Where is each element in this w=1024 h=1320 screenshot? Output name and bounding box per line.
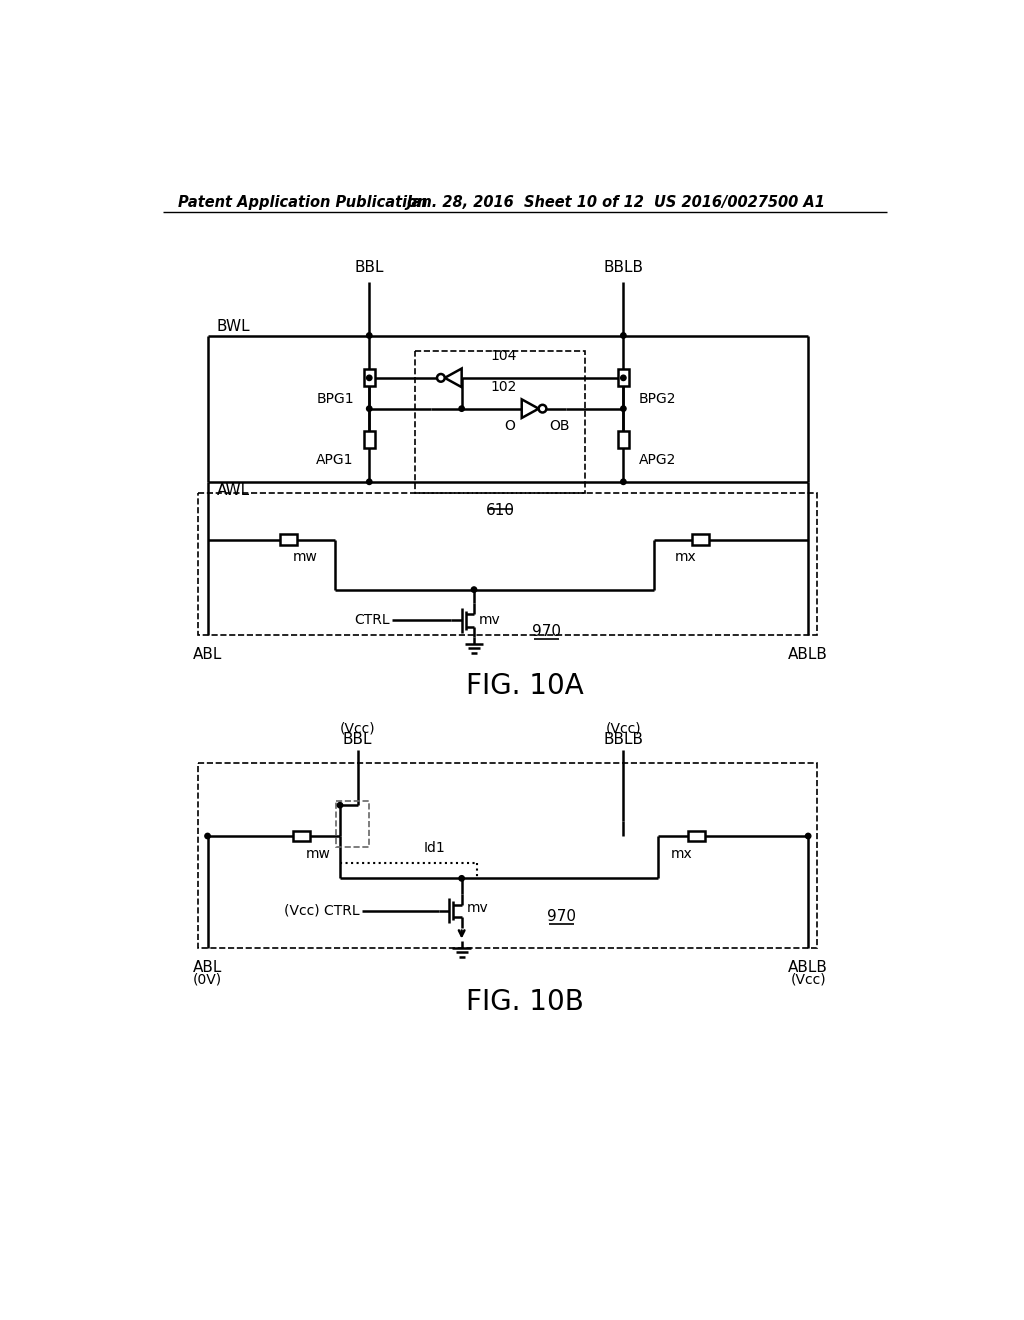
Bar: [617, 370, 629, 387]
Circle shape: [471, 587, 477, 593]
Bar: [617, 430, 629, 447]
Circle shape: [337, 803, 343, 808]
Circle shape: [621, 479, 626, 484]
Text: (0V): (0V): [193, 973, 222, 986]
Text: 610: 610: [485, 503, 515, 517]
Circle shape: [621, 407, 626, 412]
Text: mv: mv: [466, 900, 488, 915]
Circle shape: [205, 833, 210, 838]
Circle shape: [539, 405, 547, 413]
Text: mx: mx: [671, 847, 692, 861]
Text: BBLB: BBLB: [603, 260, 643, 276]
Circle shape: [459, 875, 464, 880]
Text: Id1: Id1: [423, 841, 444, 855]
Text: FIG. 10B: FIG. 10B: [466, 989, 584, 1016]
Text: US 2016/0027500 A1: US 2016/0027500 A1: [654, 195, 825, 210]
Text: mw: mw: [305, 847, 330, 861]
Text: 970: 970: [531, 624, 561, 639]
Bar: [199, 763, 817, 948]
Bar: [364, 430, 375, 447]
Bar: [293, 830, 310, 841]
Text: ABL: ABL: [193, 960, 222, 975]
Circle shape: [367, 407, 372, 412]
Circle shape: [367, 333, 372, 338]
Text: O: O: [505, 420, 515, 433]
Text: mx: mx: [675, 550, 696, 565]
Circle shape: [806, 833, 811, 838]
Text: (Vcc): (Vcc): [605, 722, 641, 737]
Circle shape: [621, 375, 626, 380]
Text: Patent Application Publication: Patent Application Publication: [178, 195, 428, 210]
Text: 970: 970: [547, 909, 577, 924]
Bar: [280, 535, 297, 545]
Text: CTRL: CTRL: [354, 614, 390, 627]
Text: BBL: BBL: [354, 260, 384, 276]
Bar: [364, 370, 375, 387]
Text: mv: mv: [478, 614, 501, 627]
Text: BPG1: BPG1: [316, 392, 354, 405]
Text: (Vcc) CTRL: (Vcc) CTRL: [284, 904, 359, 917]
Text: BPG2: BPG2: [639, 392, 676, 405]
Text: 102: 102: [490, 380, 517, 395]
Polygon shape: [521, 400, 539, 418]
Text: (Vcc): (Vcc): [340, 722, 376, 737]
Circle shape: [437, 374, 444, 381]
Bar: [336, 800, 370, 847]
Text: BBLB: BBLB: [603, 731, 643, 747]
Text: Jan. 28, 2016  Sheet 10 of 12: Jan. 28, 2016 Sheet 10 of 12: [407, 195, 644, 210]
Bar: [688, 830, 705, 841]
Polygon shape: [444, 368, 462, 387]
Circle shape: [367, 479, 372, 484]
Bar: [416, 351, 585, 494]
Text: ABLB: ABLB: [788, 647, 828, 663]
Text: ABL: ABL: [193, 647, 222, 663]
Text: APG2: APG2: [639, 453, 676, 467]
Text: (Vcc): (Vcc): [791, 973, 826, 986]
Text: BWL: BWL: [217, 319, 251, 334]
Text: OB: OB: [550, 420, 570, 433]
Text: FIG. 10A: FIG. 10A: [466, 672, 584, 700]
Text: AWL: AWL: [217, 483, 250, 499]
Bar: [692, 535, 709, 545]
Text: 104: 104: [490, 350, 517, 363]
Text: ABLB: ABLB: [788, 960, 828, 975]
Text: mw: mw: [292, 550, 317, 565]
Circle shape: [459, 407, 464, 412]
Text: APG1: APG1: [316, 453, 354, 467]
Text: BBL: BBL: [343, 731, 373, 747]
Circle shape: [367, 375, 372, 380]
Bar: [199, 492, 817, 635]
Circle shape: [621, 333, 626, 338]
